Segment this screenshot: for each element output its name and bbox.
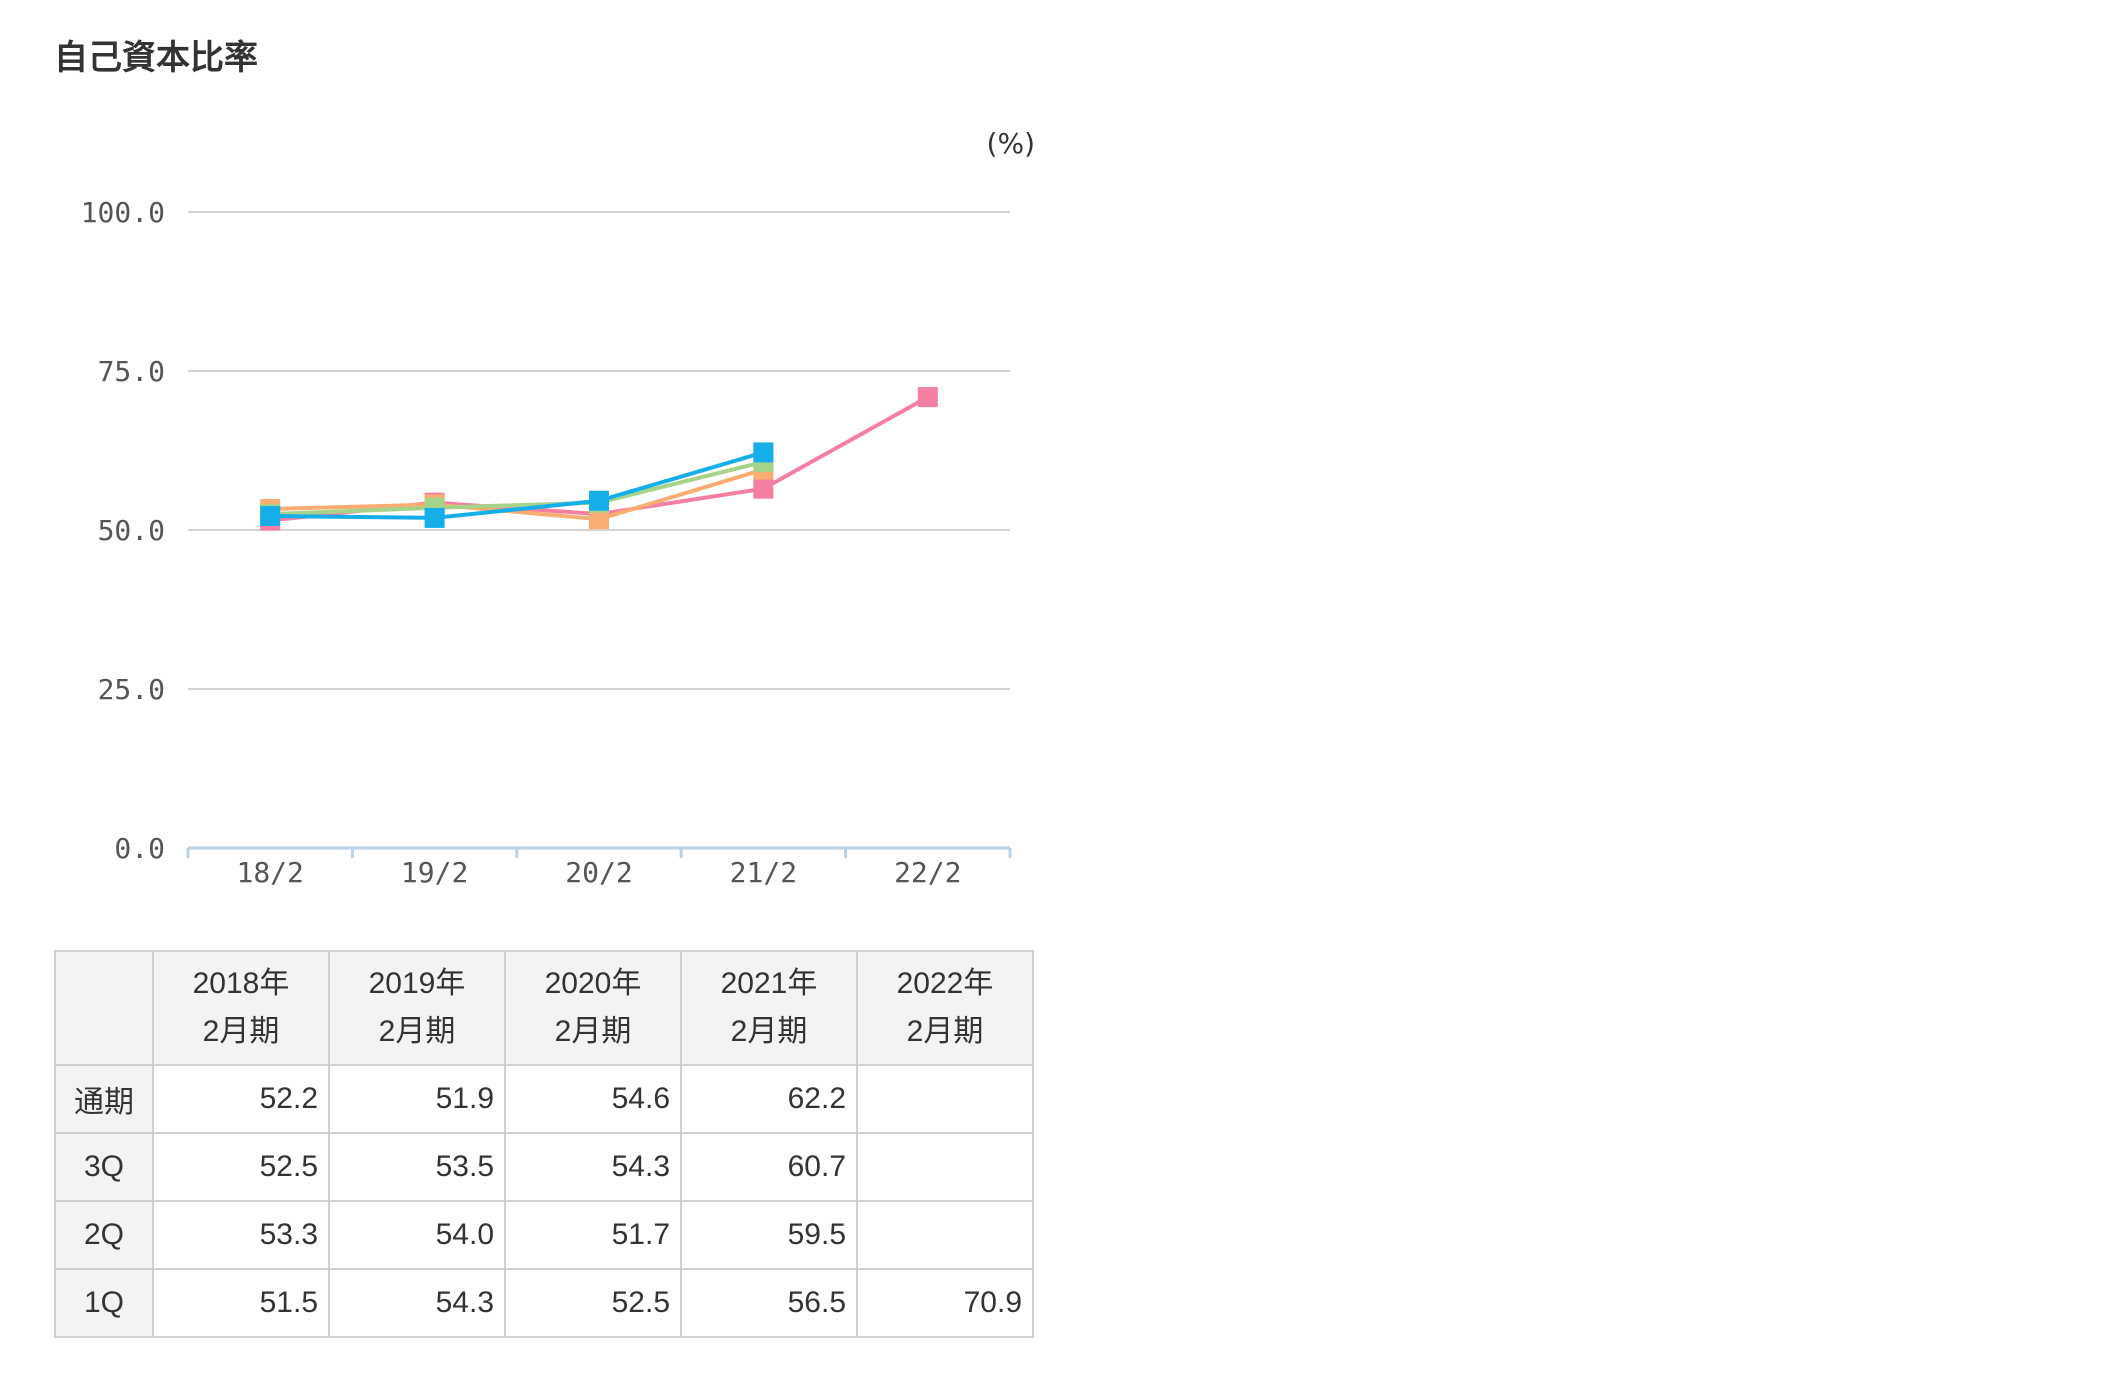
table-cell: 53.5: [328, 1132, 506, 1202]
table-cell: 51.5: [152, 1268, 330, 1338]
x-tick-labels: 18/2 19/2 20/2 21/2 22/2: [236, 856, 961, 889]
table-cell: 52.5: [504, 1268, 682, 1338]
table-row: 3Q 52.5 53.5 54.3 60.7: [54, 1132, 1034, 1202]
x-tick-label: 21/2: [730, 856, 797, 889]
x-tick-label: 19/2: [401, 856, 468, 889]
column-period: 2月期: [906, 1015, 984, 1048]
table-cell: 51.9: [328, 1064, 506, 1134]
column-year: 2019年: [368, 967, 466, 1000]
column-year: 2020年: [544, 967, 642, 1000]
table-cell: [856, 1064, 1034, 1134]
column-period: 2月期: [730, 1015, 808, 1048]
column-header: 2018年 2月期: [152, 950, 330, 1066]
data-point-marker: [917, 387, 938, 408]
data-table: 2018年 2月期 2019年 2月期 2020年 2月期 2021年 2月期 2022…: [54, 950, 1034, 1338]
series-path: [270, 460, 764, 517]
column-period: 2月期: [378, 1015, 456, 1048]
row-label: 通期: [54, 1064, 154, 1134]
table-row: 通期 52.2 51.9 54.6 62.2: [54, 1064, 1034, 1134]
y-tick-label: 25.0: [98, 673, 165, 706]
gridlines: [188, 211, 1010, 690]
column-year: 2021年: [720, 967, 818, 1000]
column-header: 2021年 2月期: [680, 950, 858, 1066]
unit-label: (%): [987, 127, 1035, 160]
series-lines: [260, 387, 938, 531]
column-year: 2022年: [896, 967, 994, 1000]
y-tick-label: 100.0: [81, 196, 165, 229]
table-cell: 70.9: [856, 1268, 1034, 1338]
column-year: 2018年: [192, 967, 290, 1000]
table-cell: 51.7: [504, 1200, 682, 1270]
table-row: 2Q 53.3 54.0 51.7 59.5: [54, 1200, 1034, 1270]
data-point-marker: [753, 478, 774, 499]
column-header: 2020年 2月期: [504, 950, 682, 1066]
table-cell: 54.3: [328, 1268, 506, 1338]
table-cell: 53.3: [152, 1200, 330, 1270]
x-tick-label: 18/2: [236, 856, 303, 889]
page-title: 自己資本比率: [54, 38, 258, 78]
y-tick-label: 75.0: [98, 355, 165, 388]
table-cell: 59.5: [680, 1200, 858, 1270]
table-cell: 54.3: [504, 1132, 682, 1202]
x-tick-label: 20/2: [565, 856, 632, 889]
data-point-marker: [589, 509, 609, 530]
row-label: 3Q: [54, 1132, 154, 1202]
data-point-marker: [753, 442, 774, 463]
table-cell: 54.6: [504, 1064, 682, 1134]
line-chart: (%) 100.0 75.0 50.0 25.0 0.0 18/2 19/2 20/2 21/…: [81, 127, 1035, 889]
series-line: [260, 442, 774, 528]
table-cell: 52.2: [152, 1064, 330, 1134]
table-cell: 62.2: [680, 1064, 858, 1134]
series-path: [270, 467, 764, 522]
y-tick-label: 50.0: [98, 514, 165, 547]
table-corner-cell: [54, 950, 154, 1066]
data-point-marker: [424, 507, 445, 528]
x-axis: [186, 846, 1012, 858]
column-header: 2019年 2月期: [328, 950, 506, 1066]
table-cell: 56.5: [680, 1268, 858, 1338]
column-period: 2月期: [554, 1015, 632, 1048]
table-header-row: 2018年 2月期 2019年 2月期 2020年 2月期 2021年 2月期 2022…: [54, 950, 1034, 1066]
table-cell: 60.7: [680, 1132, 858, 1202]
table-row: 1Q 51.5 54.3 52.5 56.5 70.9: [54, 1268, 1034, 1338]
table-cell: [856, 1132, 1034, 1202]
x-tick-label: 22/2: [894, 856, 961, 889]
table-cell: [856, 1200, 1034, 1270]
y-tick-label: 0.0: [114, 832, 165, 865]
y-tick-labels: 100.0 75.0 50.0 25.0 0.0: [81, 196, 165, 865]
data-point-marker: [589, 490, 609, 511]
data-point-marker: [260, 506, 281, 527]
column-period: 2月期: [202, 1015, 280, 1048]
row-label: 1Q: [54, 1268, 154, 1338]
column-header: 2022年 2月期: [856, 950, 1034, 1066]
table-cell: 52.5: [152, 1132, 330, 1202]
series-path: [270, 450, 764, 520]
table-cell: 54.0: [328, 1200, 506, 1270]
row-label: 2Q: [54, 1200, 154, 1270]
